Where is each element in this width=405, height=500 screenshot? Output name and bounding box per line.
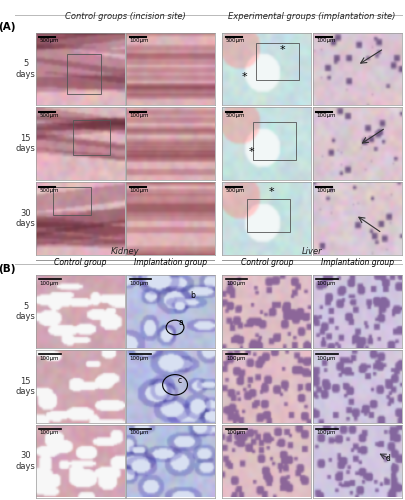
Text: (B): (B) xyxy=(0,264,16,274)
Text: 100μm: 100μm xyxy=(130,113,149,118)
Text: 500μm: 500μm xyxy=(39,38,59,44)
Text: 15
days: 15 days xyxy=(15,376,36,396)
Text: 30
days: 30 days xyxy=(15,452,36,471)
Text: 100μm: 100μm xyxy=(39,281,59,286)
Text: 30
days: 30 days xyxy=(15,209,36,229)
Text: 100μm: 100μm xyxy=(130,281,149,286)
Text: 100μm: 100μm xyxy=(316,113,336,118)
Text: 100μm: 100μm xyxy=(226,430,245,436)
Text: Implantation group: Implantation group xyxy=(134,258,207,267)
Text: 500μm: 500μm xyxy=(39,113,59,118)
Text: 5
days: 5 days xyxy=(15,59,36,78)
Text: 100μm: 100μm xyxy=(316,188,336,193)
Text: 100μm: 100μm xyxy=(316,281,336,286)
Text: 500μm: 500μm xyxy=(226,188,245,193)
Bar xyxy=(53,188,91,215)
Text: a: a xyxy=(179,318,183,326)
Text: 100μm: 100μm xyxy=(39,430,59,436)
Text: 500μm: 500μm xyxy=(226,113,245,118)
Text: Experimental groups (implantation site): Experimental groups (implantation site) xyxy=(228,12,396,21)
Text: *: * xyxy=(280,45,286,55)
Text: 100μm: 100μm xyxy=(39,356,59,360)
Text: 100μm: 100μm xyxy=(130,38,149,44)
Text: 100μm: 100μm xyxy=(130,356,149,360)
Text: 5
days: 5 days xyxy=(15,302,36,321)
Bar xyxy=(67,54,100,94)
Text: Control group: Control group xyxy=(241,258,293,267)
Text: *: * xyxy=(242,72,247,82)
Bar xyxy=(254,122,296,160)
Text: (A): (A) xyxy=(0,22,16,32)
Text: 500μm: 500μm xyxy=(226,38,245,44)
Text: *: * xyxy=(269,188,274,198)
Text: *: * xyxy=(249,146,255,156)
Text: Control group: Control group xyxy=(54,258,107,267)
Text: Kidney: Kidney xyxy=(111,247,140,256)
Text: 100μm: 100μm xyxy=(316,430,336,436)
Text: c: c xyxy=(178,376,182,386)
Text: b: b xyxy=(190,292,195,300)
Text: Implantation group: Implantation group xyxy=(321,258,394,267)
Text: Control groups (incision site): Control groups (incision site) xyxy=(65,12,186,21)
Text: 100μm: 100μm xyxy=(316,38,336,44)
Bar xyxy=(73,120,110,154)
Text: Liver: Liver xyxy=(302,247,322,256)
Text: 15
days: 15 days xyxy=(15,134,36,154)
Text: 100μm: 100μm xyxy=(316,356,336,360)
Text: 500μm: 500μm xyxy=(39,188,59,193)
Text: d: d xyxy=(386,454,391,463)
Text: 100μm: 100μm xyxy=(226,281,245,286)
Bar xyxy=(247,199,290,232)
Text: 100μm: 100μm xyxy=(226,356,245,360)
Bar xyxy=(256,44,299,80)
Text: 100μm: 100μm xyxy=(130,430,149,436)
Text: 100μm: 100μm xyxy=(130,188,149,193)
